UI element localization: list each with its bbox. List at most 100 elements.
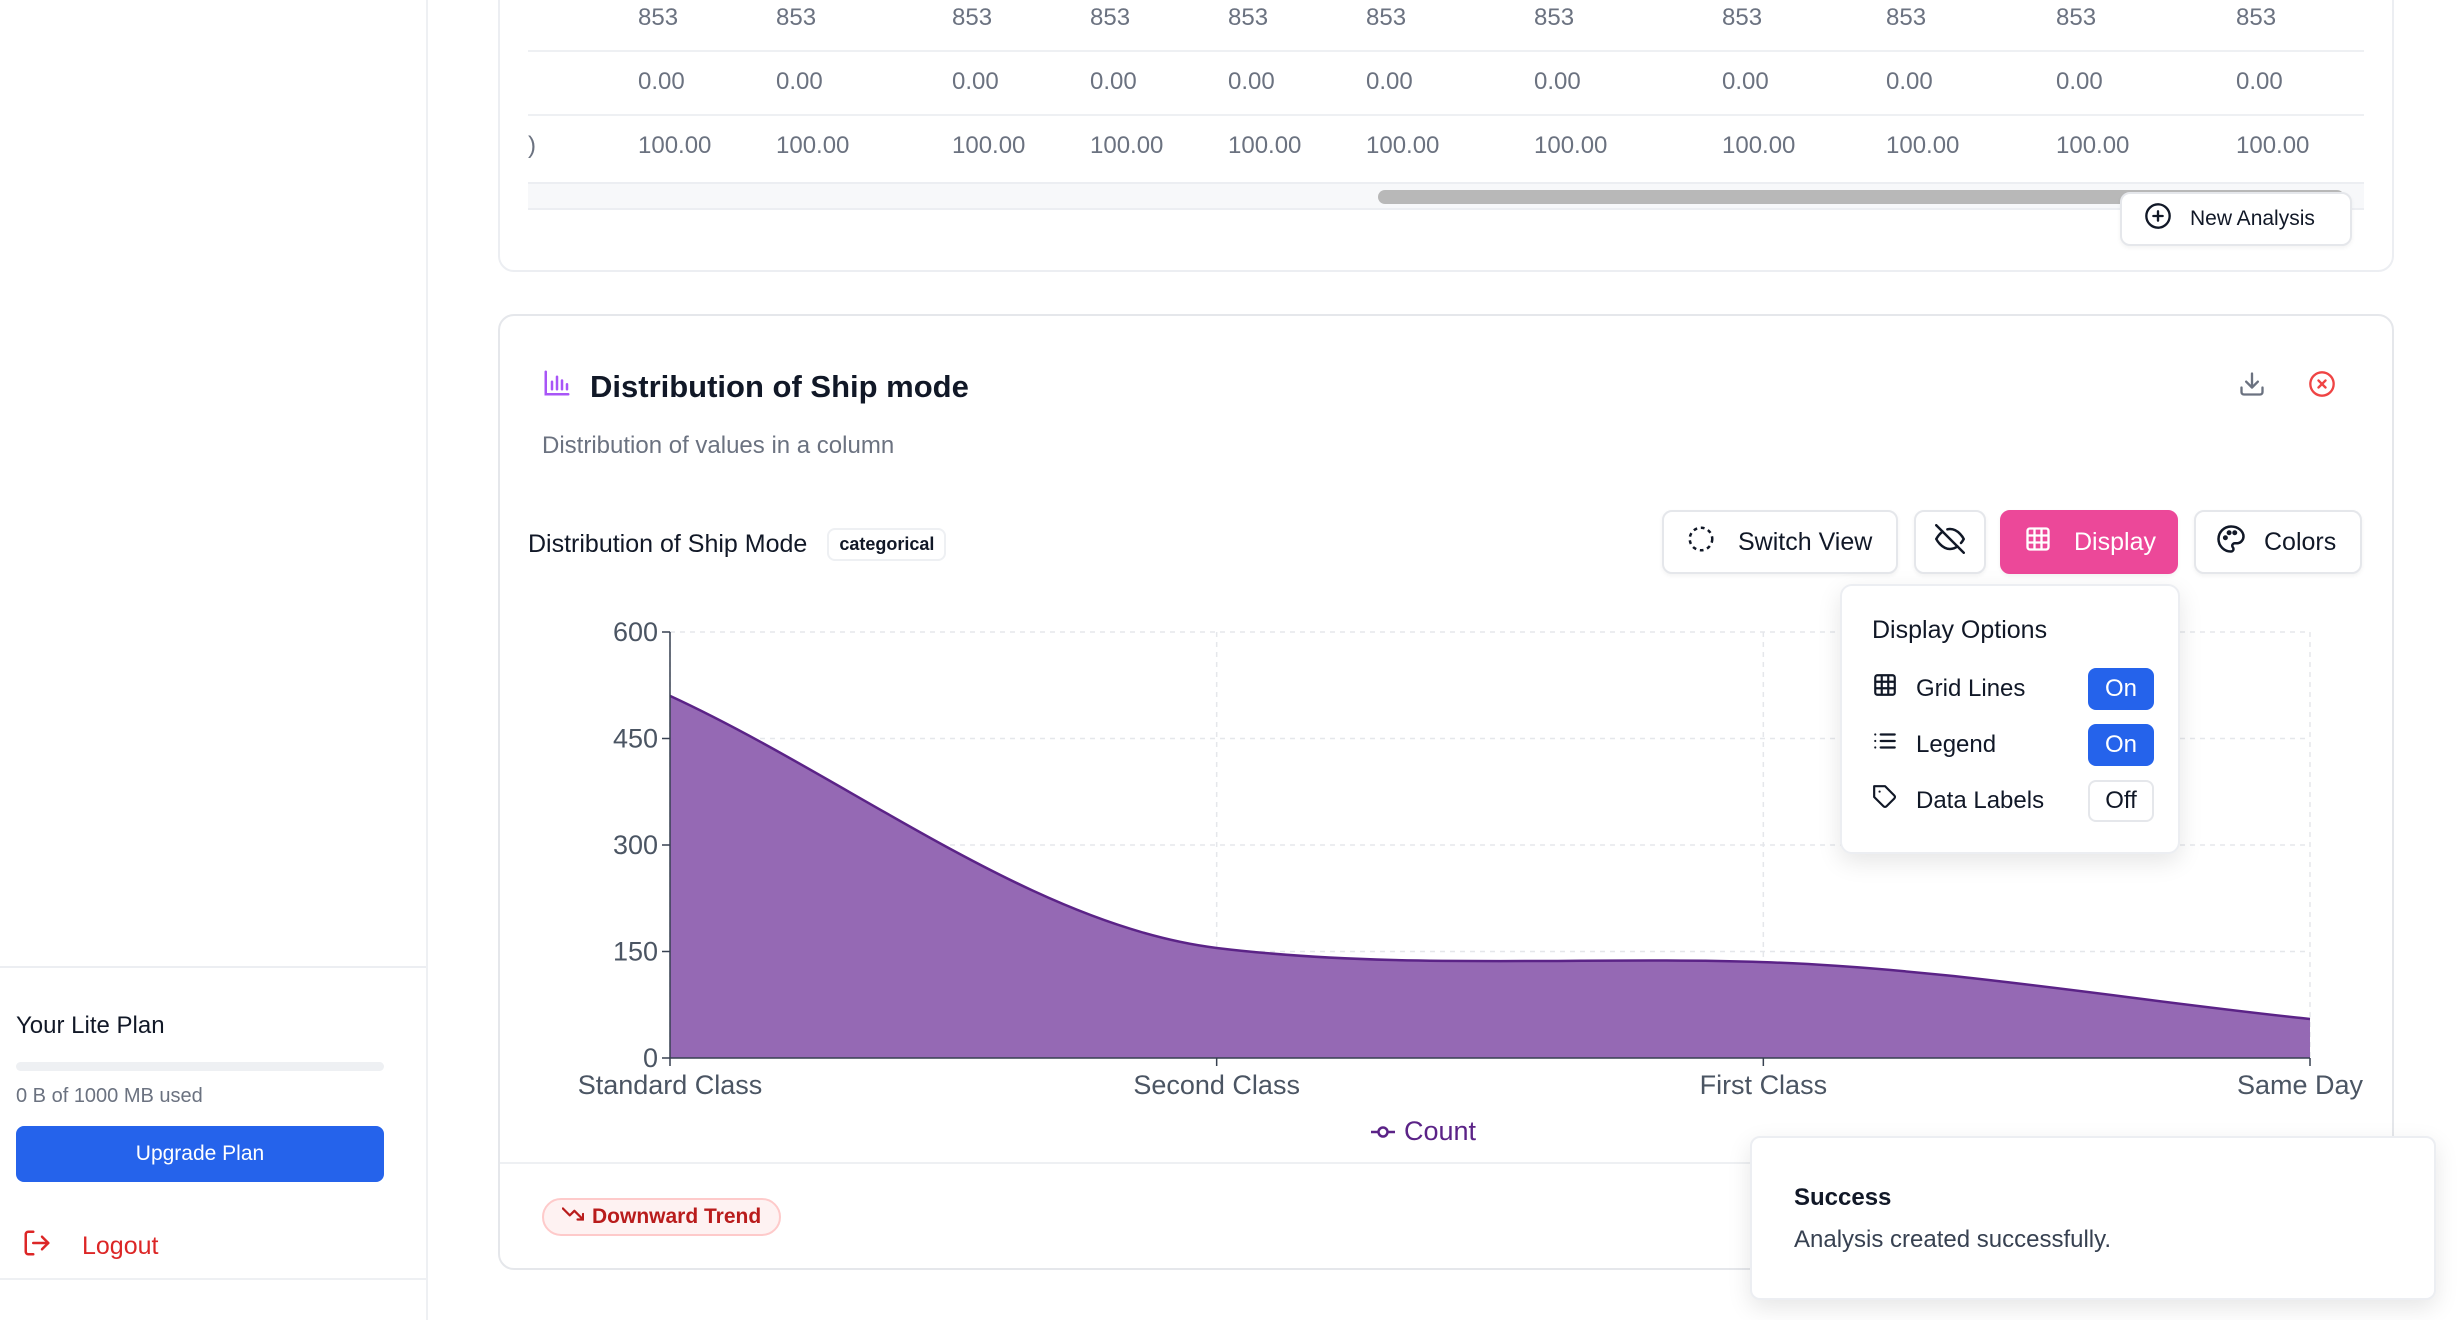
table-cell: 853 (1534, 4, 1575, 31)
trend-badge: Downward Trend (542, 1198, 782, 1236)
divider (500, 1162, 2392, 1164)
logout-button[interactable]: Logout (22, 1228, 158, 1265)
card-title: Distribution of Ship mode (542, 368, 969, 406)
y-tick-label: 600 (613, 617, 658, 647)
table-cell: 100.00 (2236, 132, 2310, 159)
plus-circle-icon (2144, 202, 2172, 236)
chart-header: Distribution of Ship Mode categorical (528, 528, 947, 561)
y-tick-label: 0 (643, 1043, 658, 1073)
list-icon (1872, 728, 1898, 761)
legend-toggle[interactable]: On (2088, 724, 2154, 766)
y-tick-label: 300 (613, 830, 658, 860)
results-table-card (498, 0, 2394, 272)
table-cell: 0.00 (776, 68, 823, 95)
table-cell: 100.00 (1534, 132, 1608, 159)
table-cell: 0.00 (1534, 68, 1581, 95)
table-cell: 100.00 (2056, 132, 2130, 159)
area-series-line (669, 694, 2311, 1021)
horizontal-scrollbar-thumb[interactable] (1378, 190, 2344, 204)
option-grid-lines: Grid Lines (1872, 672, 2025, 705)
table-row: 0.00 0.00 0.00 0.00 0.00 0.00 0.00 0.00 … (528, 52, 2364, 116)
chart-legend[interactable]: Count (1370, 1116, 1476, 1147)
popup-title: Display Options (1872, 616, 2048, 644)
table-cell: ) (528, 132, 536, 159)
x-tick-label: Second Class (1133, 1070, 1300, 1100)
legend-marker-icon (1370, 1116, 1396, 1147)
table-cell: 853 (1366, 4, 1407, 31)
table-cell: 100.00 (638, 132, 712, 159)
table-cell: 0.00 (1090, 68, 1137, 95)
table-cell: 0.00 (638, 68, 685, 95)
table-cell: 853 (2236, 4, 2277, 31)
option-label: Data Labels (1916, 786, 2045, 814)
logout-label: Logout (82, 1232, 159, 1260)
display-options-popup: Display Options Grid Lines On Legend On … (1840, 584, 2180, 854)
trending-down-icon (561, 1203, 585, 1231)
plan-title: Your Lite Plan (16, 1012, 165, 1039)
download-button[interactable] (2230, 364, 2274, 408)
x-tick-label: First Class (1700, 1070, 1828, 1100)
tag-icon (1872, 784, 1898, 817)
x-tick-label: Standard Class (578, 1070, 763, 1100)
table-cell: 100.00 (1090, 132, 1164, 159)
x-tick-label: Same Day (2237, 1070, 2364, 1100)
table-cell: 853 (1228, 4, 1269, 31)
data-labels-toggle[interactable]: Off (2088, 780, 2154, 822)
option-label: Grid Lines (1916, 674, 2026, 702)
success-toast: Success Analysis created successfully. (1750, 1136, 2436, 1300)
download-icon (2238, 370, 2266, 403)
plan-usage-bar (16, 1062, 384, 1071)
grid-icon (1872, 672, 1898, 705)
table-cell: 0.00 (1886, 68, 1933, 95)
divider (0, 1278, 426, 1280)
table-cell: 100.00 (776, 132, 850, 159)
remove-analysis-button[interactable] (2300, 364, 2344, 408)
plan-usage-text: 0 B of 1000 MB used (16, 1085, 203, 1107)
logout-icon (22, 1228, 52, 1265)
loader-circle-icon (1686, 524, 1716, 561)
table-cell: 853 (776, 4, 817, 31)
table-cell: 0.00 (2236, 68, 2283, 95)
chart-title: Distribution of Ship Mode (528, 530, 808, 558)
table-cell: 853 (1722, 4, 1763, 31)
new-analysis-button[interactable]: New Analysis (2120, 192, 2352, 246)
table-cell: 0.00 (1228, 68, 1275, 95)
y-tick-label: 150 (613, 937, 658, 967)
table-cell: 0.00 (1366, 68, 1413, 95)
eye-off-icon (1935, 523, 1965, 561)
area-series-count (670, 695, 2310, 1058)
column-type-badge: categorical (827, 528, 947, 561)
card-subtitle: Distribution of values in a column (542, 432, 895, 459)
table-cell: 853 (1886, 4, 1927, 31)
colors-button[interactable]: Colors (2194, 510, 2362, 574)
toast-message: Analysis created successfully. (1794, 1226, 2112, 1253)
table-cell: 853 (638, 4, 679, 31)
toast-title: Success (1794, 1184, 1892, 1211)
grid-icon (2024, 525, 2052, 560)
table-cell: 0.00 (1722, 68, 1769, 95)
switch-view-label: Switch View (1738, 527, 1873, 556)
legend-label: Count (1404, 1116, 1477, 1146)
area-chart: 0 150 300 450 600 Standard Class Second Class F… (578, 617, 2364, 1100)
table-cell: 853 (2056, 4, 2097, 31)
switch-view-button[interactable]: Switch View (1662, 510, 1898, 574)
palette-icon (2216, 524, 2246, 561)
display-label: Display (2074, 527, 2156, 556)
bar-chart-icon (542, 368, 572, 406)
option-legend: Legend (1872, 728, 1996, 761)
display-button[interactable]: Display (2000, 510, 2178, 574)
new-analysis-label: New Analysis (2190, 207, 2315, 230)
upgrade-plan-button[interactable]: Upgrade Plan (16, 1126, 384, 1182)
trend-label: Downward Trend (592, 1205, 762, 1228)
grid-lines-toggle[interactable]: On (2088, 668, 2154, 710)
close-circle-icon (2308, 370, 2336, 403)
hide-chart-button[interactable] (1914, 510, 1986, 574)
y-tick-label: 450 (613, 724, 658, 754)
sidebar: Your Lite Plan 0 B of 1000 MB used Upgra… (0, 0, 428, 1320)
table-cell: 100.00 (1366, 132, 1440, 159)
plan-panel: Your Lite Plan 0 B of 1000 MB used Upgra… (0, 966, 426, 1182)
table-cell: 0.00 (952, 68, 999, 95)
card-title-text: Distribution of Ship mode (590, 369, 969, 404)
colors-label: Colors (2264, 527, 2337, 556)
table-cell: 100.00 (952, 132, 1026, 159)
